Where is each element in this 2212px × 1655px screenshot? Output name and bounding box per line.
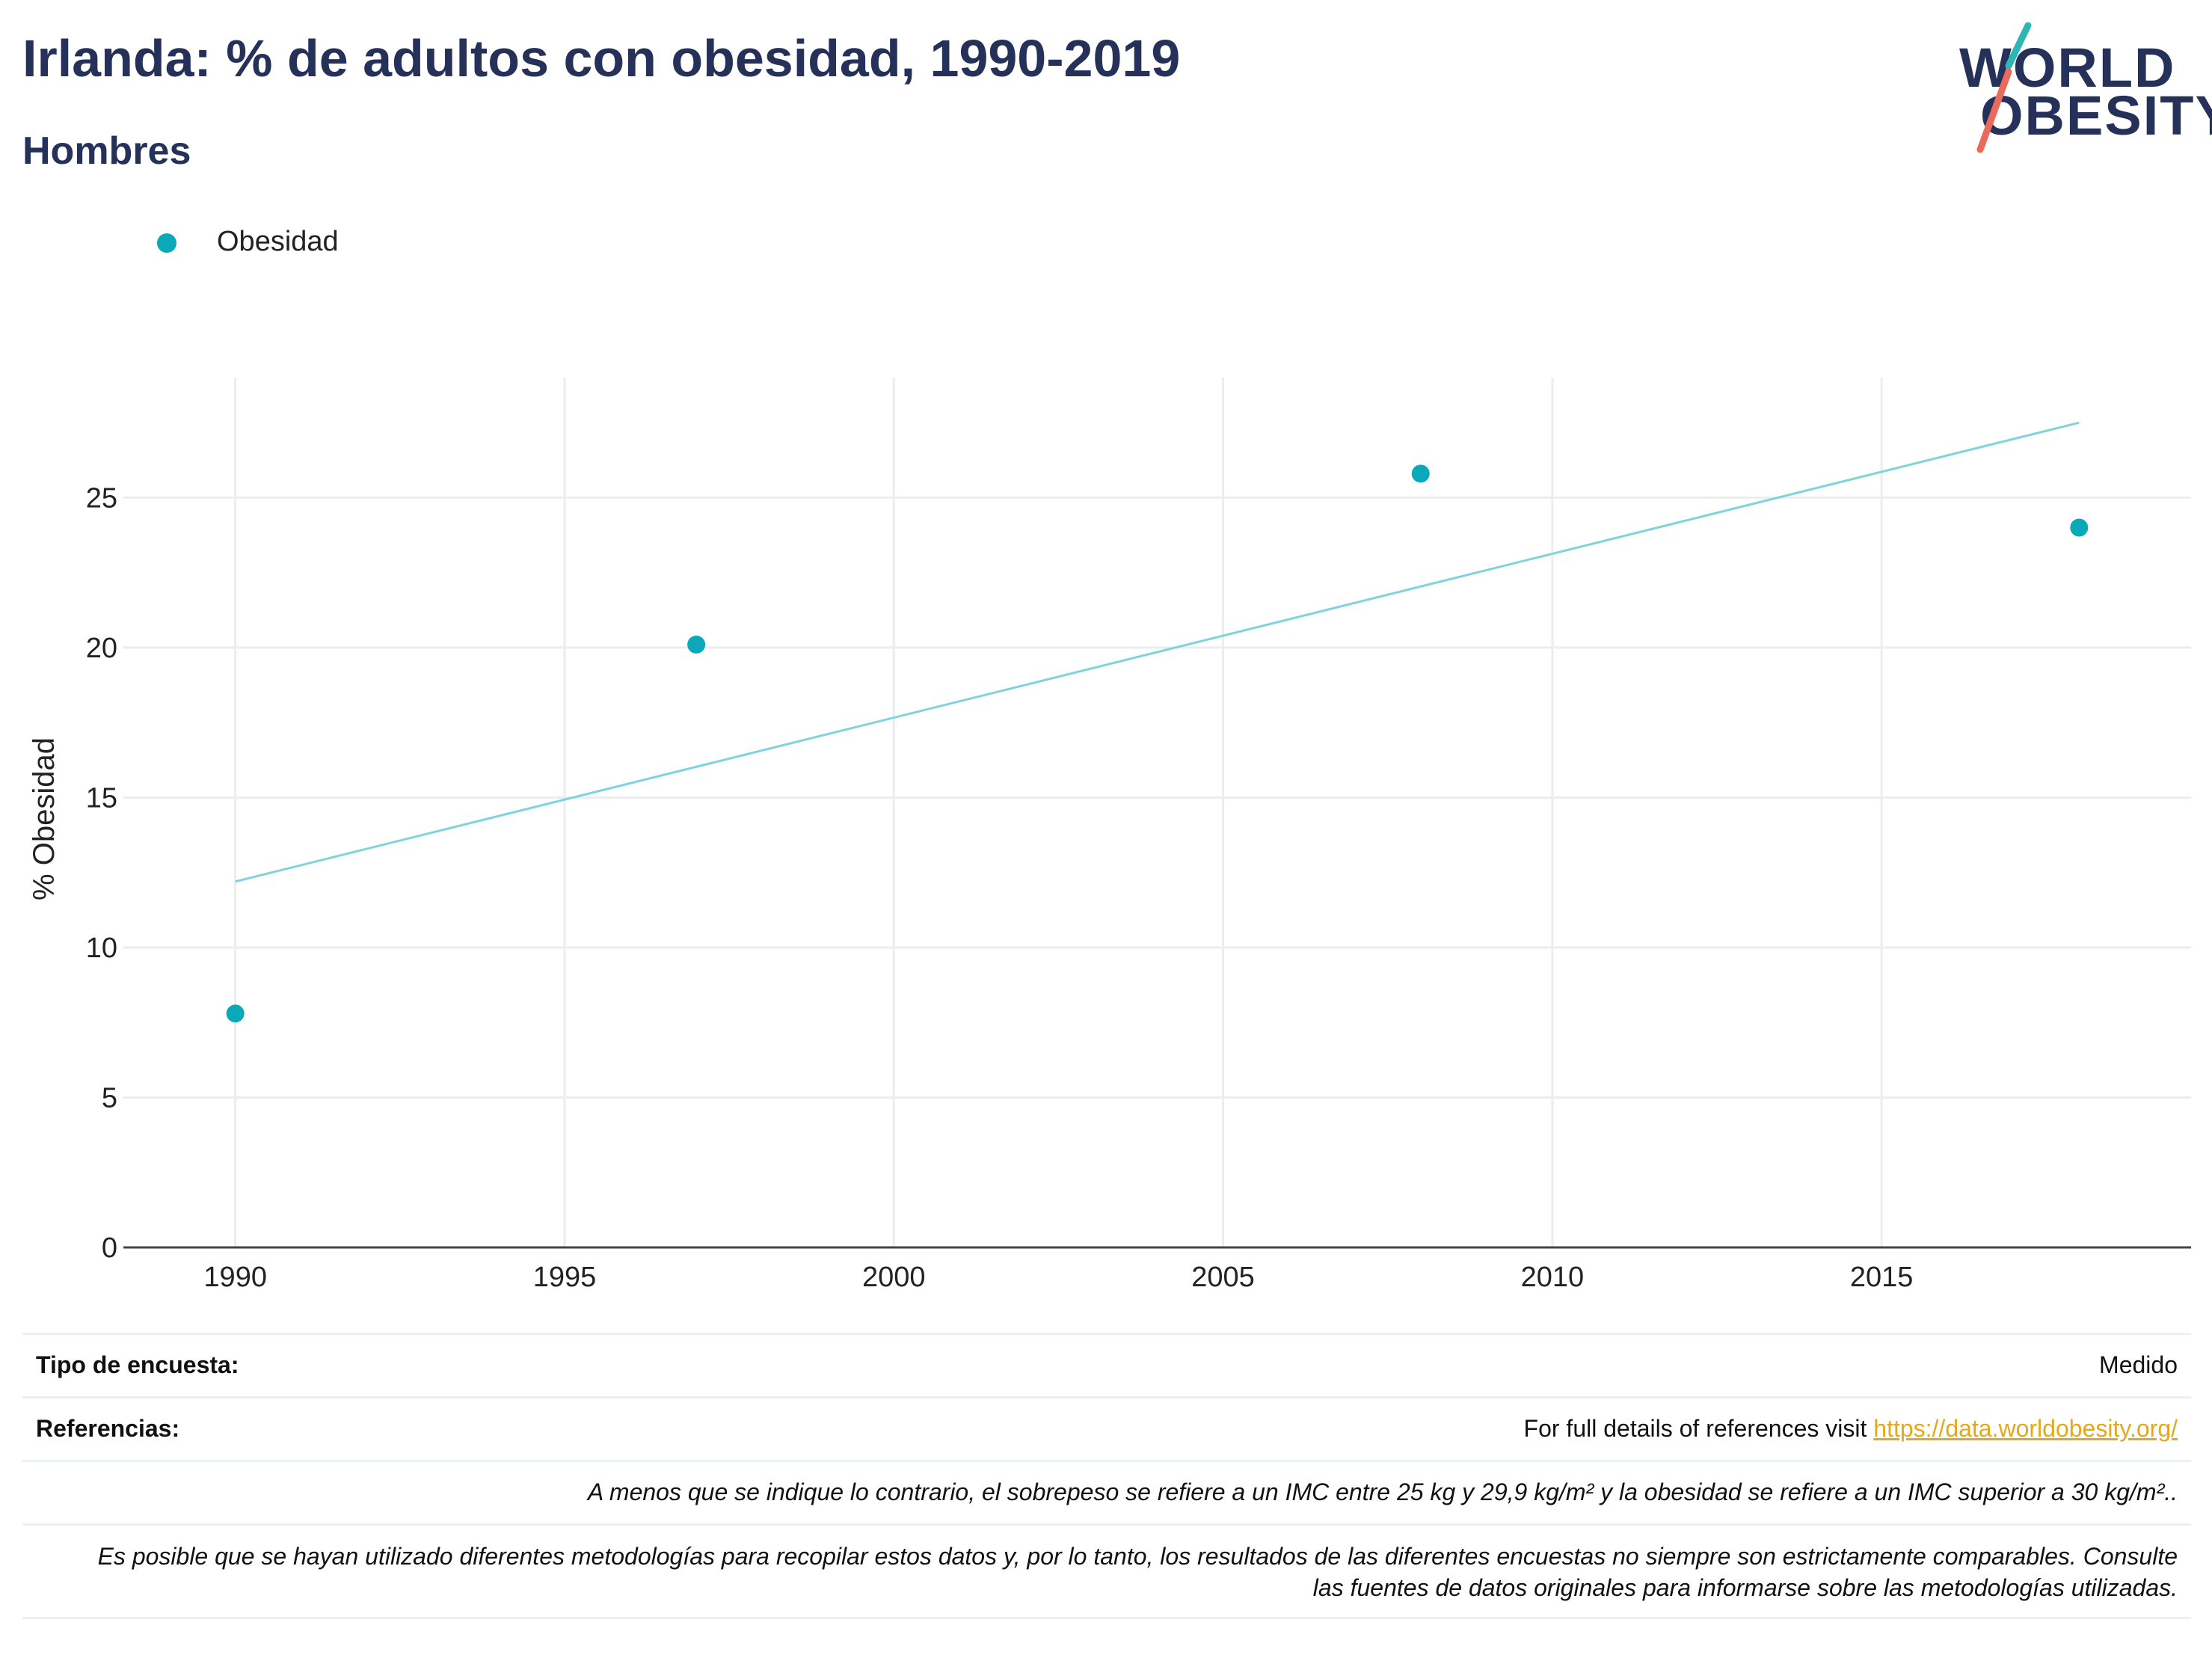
x-tick-label-2000: 2000 (862, 1262, 926, 1293)
x-tick-label-2005: 2005 (1191, 1262, 1255, 1293)
trendline (235, 421, 2080, 883)
y-tick-label-15: 15 (86, 782, 117, 814)
references-text: For full details of references visit (1523, 1415, 1874, 1442)
trendline-layer (235, 421, 2080, 883)
axis-layer: 1990 1995 2000 2005 2010 2015 0 5 10 15 20 25 (86, 482, 2191, 1293)
chart-subtitle: Hombres (22, 129, 191, 173)
y-tick-label-0: 0 (102, 1232, 117, 1264)
logo-text-obesity: OBESITY (1980, 85, 2212, 147)
references-row: Referencias: For full details of referen… (22, 1396, 2191, 1460)
y-tick-label-10: 10 (86, 933, 117, 964)
legend-label-obesidad: Obesidad (217, 226, 339, 257)
x-tick-label-2015: 2015 (1850, 1262, 1914, 1293)
points-layer (226, 464, 2089, 1023)
methods-note-row: Es posible que se hayan utilizado difere… (22, 1523, 2191, 1619)
y-tick-label-5: 5 (102, 1082, 117, 1114)
data-point-1997 (687, 635, 706, 654)
survey-type-value: Medido (2099, 1351, 2178, 1378)
references-link[interactable]: https://data.worldobesity.org/ (1873, 1415, 2178, 1442)
y-tick-label-25: 25 (86, 482, 117, 514)
logo-slash-icon (1976, 22, 2032, 153)
bmi-note-row: A menos que se indique lo contrario, el … (22, 1460, 2191, 1523)
x-tick-label-1990: 1990 (203, 1262, 267, 1293)
legend-marker-obesidad (157, 233, 176, 253)
world-obesity-logo[interactable]: WORLD OBESITY (1959, 22, 2212, 157)
survey-type-row: Tipo de encuesta: Medido (22, 1333, 2191, 1396)
references-value: For full details of references visit htt… (1524, 1415, 2178, 1443)
chart-title: Irlanda: % de adultos con obesidad, 1990… (22, 29, 1181, 87)
scatter-chart: 1990 1995 2000 2005 2010 2015 0 5 10 15 20 25 % Obe… (28, 378, 2191, 1293)
methods-note: Es posible que se hayan utilizado difere… (97, 1543, 2178, 1601)
references-label: Referencias: (36, 1415, 180, 1442)
survey-type-label: Tipo de encuesta: (36, 1351, 239, 1378)
y-tick-label-20: 20 (86, 633, 117, 664)
logo-text-world: WORLD (1959, 37, 2176, 99)
y-axis-label: % Obesidad (28, 737, 61, 900)
grid-layer (123, 378, 2191, 1247)
x-tick-label-2010: 2010 (1521, 1262, 1585, 1293)
data-point-2008 (1411, 464, 1430, 483)
info-table: Tipo de encuesta: Medido Referencias: Fo… (22, 1333, 2191, 1619)
x-tick-label-1995: 1995 (533, 1262, 597, 1293)
data-point-2018 (2070, 518, 2089, 537)
bmi-note: A menos que se indique lo contrario, el … (587, 1479, 2178, 1505)
data-point-1990 (226, 1004, 245, 1023)
